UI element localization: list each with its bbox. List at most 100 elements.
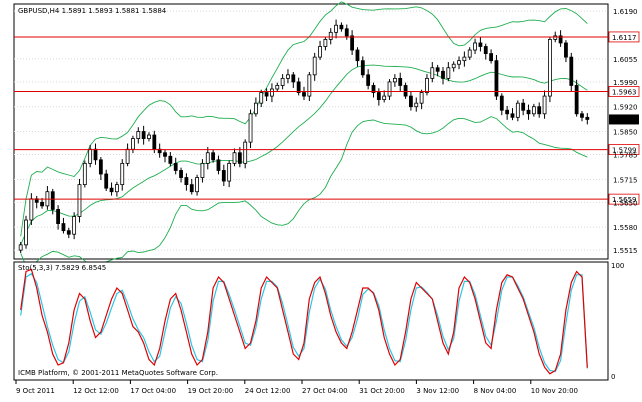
candle-body — [270, 88, 274, 97]
candle-body — [195, 177, 199, 193]
candle-body — [264, 92, 269, 97]
candle-body — [61, 223, 66, 232]
candle-body — [376, 92, 381, 101]
candle-body — [179, 170, 183, 178]
candle-body — [505, 109, 510, 115]
candle-body — [553, 35, 558, 40]
time-tick-label: 27 Oct 04:00 — [302, 387, 348, 395]
candle-body — [104, 173, 109, 189]
time-tick-label: 31 Oct 20:00 — [359, 387, 405, 395]
candle-body — [211, 152, 216, 161]
price-tick-label: 1.5785 — [613, 152, 638, 160]
stochastic-pane[interactable]: Sto(5,3,3) 7.5829 6.8545 ICMB Platform, … — [13, 261, 624, 381]
candle-body — [569, 56, 574, 86]
candle-body — [147, 134, 151, 139]
time-axis: 9 Oct 2011 12 Oct 12:00 17 Oct 04:00 19 Oct… — [15, 380, 578, 395]
candle-body — [227, 162, 232, 182]
price-axis: 1.61901.60551.59901.59201.58501.57851.57… — [609, 8, 639, 255]
level-label: 1.6117 — [612, 34, 637, 42]
stochastic-tick-100: 100 — [611, 262, 624, 270]
candle-body — [82, 162, 87, 186]
time-tick-label: 3 Nov 12:00 — [416, 387, 459, 395]
candle-body — [205, 152, 210, 164]
copyright-text: ICMB Platform, © 2001-2011 MetaQuotes So… — [18, 369, 218, 377]
candle-body — [152, 134, 157, 150]
price-tick-label: 1.6190 — [613, 8, 638, 16]
candle-body — [163, 152, 167, 157]
time-tick-label: 9 Oct 2011 — [16, 387, 55, 395]
candle-body — [200, 162, 205, 178]
candle-body — [93, 148, 98, 161]
price-tick-label: 1.5920 — [613, 104, 638, 112]
price-tick-label: 1.5715 — [613, 176, 638, 184]
current-price-label: 1.5884 — [612, 116, 637, 124]
candle-body — [189, 184, 194, 193]
candle-body — [521, 102, 526, 111]
price-pane[interactable]: 1.6117 1.5963 1.5799 1.5659 GBPUSD,H4 1.589… — [13, 1, 640, 268]
price-tick-label: 1.5990 — [613, 79, 638, 87]
candle-body — [221, 170, 226, 182]
candle-body — [548, 39, 552, 97]
candle-body — [451, 63, 456, 69]
candle-body — [558, 35, 563, 44]
candle-body — [585, 116, 590, 120]
candle-body — [473, 42, 477, 51]
candle-body — [403, 85, 408, 97]
time-tick-label: 12 Oct 12:00 — [73, 387, 119, 395]
candle-body — [366, 74, 371, 86]
candle-body — [243, 141, 248, 164]
candle-body — [398, 77, 403, 86]
candle-body — [275, 85, 280, 90]
candle-body — [467, 49, 472, 58]
candle-body — [419, 92, 424, 104]
horizontal-levels[interactable]: 1.6117 1.5963 1.5799 1.5659 — [14, 31, 640, 205]
time-tick-label: 10 Nov 20:00 — [531, 387, 578, 395]
candle-body — [312, 56, 317, 76]
candle-body — [114, 184, 119, 193]
candle-body — [483, 46, 488, 54]
candle-body — [98, 159, 103, 175]
candle-body — [499, 95, 504, 111]
stochastic-label: Sto(5,3,3) 7.5829 6.8545 — [18, 264, 106, 272]
candle-body — [29, 198, 34, 221]
candle-body — [526, 109, 531, 115]
candle-body — [125, 148, 130, 164]
candle-body — [515, 102, 520, 118]
level-label: 1.5659 — [612, 196, 637, 204]
candle-body — [56, 209, 60, 224]
candle-body — [296, 81, 301, 93]
candle-body — [510, 113, 515, 118]
candle-body — [232, 152, 237, 164]
candle-body — [318, 46, 322, 58]
candle-body — [387, 81, 392, 97]
candle-body — [574, 85, 579, 115]
candle-body — [216, 159, 221, 171]
level-label: 1.5963 — [612, 88, 637, 96]
candle-body — [328, 31, 333, 40]
candle-body — [414, 102, 419, 108]
price-tick-label: 1.5515 — [613, 247, 638, 255]
candle-body — [259, 92, 264, 104]
candle-body — [446, 67, 451, 79]
candle-body — [478, 42, 483, 47]
level-tag — [608, 31, 640, 43]
candle-body — [291, 74, 296, 83]
candle-body — [18, 244, 23, 251]
candle-body — [537, 106, 542, 115]
price-tick-label: 1.6055 — [613, 56, 638, 64]
candle-body — [355, 49, 360, 62]
stochastic-pane-frame — [13, 261, 609, 381]
band-lower — [20, 116, 588, 268]
price-tick-label: 1.5850 — [613, 129, 638, 137]
candlesticks — [18, 19, 590, 253]
candle-body — [131, 138, 135, 150]
candle-body — [280, 77, 285, 86]
candle-body — [430, 67, 435, 79]
candle-body — [72, 216, 77, 235]
candle-body — [441, 70, 445, 79]
candle-body — [462, 56, 467, 62]
level-label: 1.5799 — [612, 147, 637, 155]
candle-body — [136, 131, 141, 139]
price-tick-label: 1.5650 — [613, 199, 638, 207]
